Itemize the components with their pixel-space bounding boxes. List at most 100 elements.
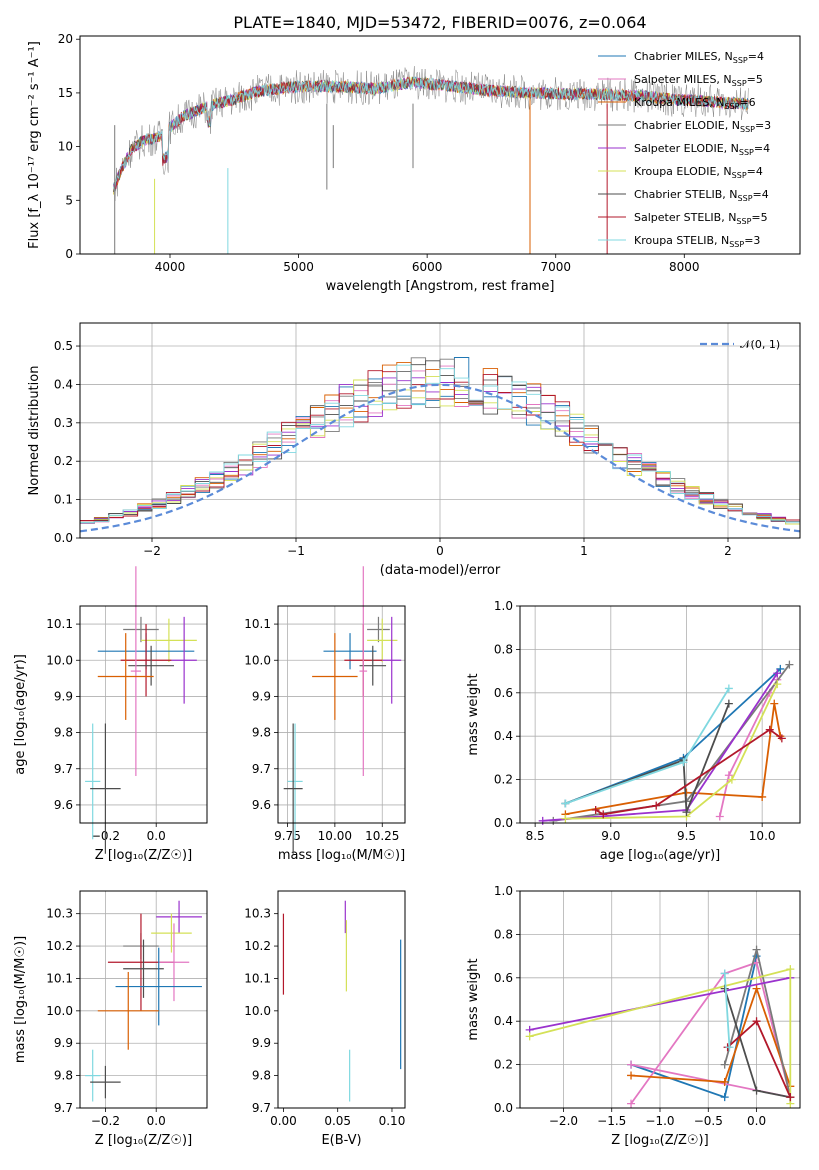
y-tick-label: 0.4 (54, 377, 73, 391)
y-tick-label: 9.7 (54, 762, 73, 776)
weight-marker (786, 965, 795, 974)
y-tick-label: 0.4 (494, 1014, 513, 1028)
normal-reference-curve (80, 383, 800, 533)
weight-marker (561, 799, 570, 808)
spectrum-line-3 (113, 66, 749, 202)
y-tick-label: 9.9 (54, 689, 73, 703)
weight-marker (679, 758, 688, 767)
weight-marker (599, 810, 608, 819)
y-tick-label: 0.3 (54, 416, 73, 430)
x-axis-label: age [log₁₀(age/yr)] (600, 848, 721, 863)
y-tick-label: 10.0 (46, 1004, 73, 1018)
weight-marker (627, 1071, 636, 1080)
weight-marker (715, 812, 724, 821)
y-tick-label: 9.7 (252, 762, 271, 776)
weight-marker (765, 725, 774, 734)
y-tick-label: 9.9 (252, 689, 271, 703)
weight-marker (752, 984, 761, 993)
axes-frame (79, 605, 208, 824)
y-tick-label: 0.0 (494, 1101, 513, 1115)
spectrum-line-8 (113, 76, 749, 191)
y-tick-label: 10.1 (244, 617, 271, 631)
legend-entry-6: Chabrier STELIB, NSSP=4 (634, 188, 769, 203)
y-axis-label: Normed distribution (27, 366, 42, 496)
weight-marker (525, 1032, 534, 1041)
legend-entry-7: Salpeter STELIB, NSSP=5 (634, 211, 768, 226)
weight-line-8 (723, 973, 731, 1048)
y-tick-label: 9.9 (54, 1036, 73, 1050)
residuals-histogram-panel: −2 −1 0 1 2 0.0 0.1 0.2 0.3 0.4 0.5 (data-model)/er… (27, 322, 801, 578)
mass-weight-vs-age-panel: 8.5 9.0 9.5 10.0 0.0 0.2 0.4 0.6 0.8 1.0 age [log₁… (466, 599, 801, 863)
axes-frame (79, 322, 801, 539)
legend-entry-4: Salpeter ELODIE, NSSP=4 (634, 142, 770, 157)
x-tick-label: 9.0 (601, 829, 620, 843)
y-tick-label: 0.1 (54, 493, 73, 507)
y-axis-label: age [log₁₀(age/yr)] (13, 654, 28, 775)
x-tick-label: 0.0 (147, 1114, 166, 1128)
y-tick-label: 10.1 (46, 971, 73, 985)
mass-weight-vs-metallicity-panel: −2.0 −1.5 −1.0 −0.5 0.0 0.0 0.2 0.4 0.6 0.8 1.0 Z [… (466, 884, 801, 1148)
histogram-7 (80, 370, 800, 522)
x-tick-label: −2.0 (549, 1114, 578, 1128)
x-tick-label: 7000 (540, 260, 571, 274)
weight-marker (776, 664, 785, 673)
y-tick-label: 9.8 (54, 1069, 73, 1083)
figure-title: PLATE=1840, MJD=53472, FIBERID=0076, z=0… (233, 13, 646, 32)
histogram-6 (80, 360, 800, 524)
legend-entry-5: Kroupa ELODIE, NSSP=4 (634, 165, 763, 180)
histogram-steps (80, 357, 800, 533)
y-tick-label: 0.0 (54, 531, 73, 545)
y-tick-label: 0.8 (494, 927, 513, 941)
weight-marker (682, 808, 691, 817)
axes-frame (277, 890, 406, 1109)
y-tick-label: 0.8 (494, 642, 513, 656)
y-tick-label: 0.2 (54, 454, 73, 468)
y-tick-label: 0.2 (494, 773, 513, 787)
x-tick-label: 10.0 (749, 829, 776, 843)
weight-marker (724, 684, 733, 693)
x-tick-label: −1 (287, 544, 305, 558)
x-tick-label: 10.00 (318, 829, 352, 843)
legend-entry-2: Kroupa MILES, NSSP=6 (634, 96, 756, 111)
weight-marker (724, 699, 733, 708)
axes-frame (519, 605, 801, 824)
y-tick-label: 10.2 (244, 939, 271, 953)
y-tick-label: 10.0 (244, 653, 271, 667)
weight-marker (591, 805, 600, 814)
y-tick-label: 9.7 (54, 1101, 73, 1115)
y-tick-label: 0.0 (494, 816, 513, 830)
x-tick-label: 1 (580, 544, 588, 558)
axes-frame (79, 890, 208, 1109)
x-axis-label: (data-model)/error (380, 563, 501, 578)
age-vs-metallicity-panel: −0.2 0.09.69.79.89.910.010.1Z [log₁₀(Z/Z☉… (13, 566, 208, 863)
y-tick-label: 0.4 (494, 729, 513, 743)
weight-marker (785, 660, 794, 669)
weight-marker (561, 814, 570, 823)
x-tick-label: 0 (436, 544, 444, 558)
y-tick-label: 10.0 (244, 1004, 271, 1018)
x-tick-label: −0.5 (694, 1114, 723, 1128)
histogram-8 (80, 364, 800, 524)
weight-line-4 (529, 976, 791, 1031)
weight-marker (752, 1017, 761, 1026)
legend-entry-8: Kroupa STELIB, NSSP=3 (634, 234, 760, 249)
x-tick-label: 4000 (155, 260, 186, 274)
x-tick-label: 8.5 (526, 829, 545, 843)
y-tick-label: 0 (65, 247, 73, 261)
x-axis-label: Z [log₁₀(Z/Z☉)] (95, 848, 192, 863)
x-axis-label: mass [log₁₀(M/M☉)] (278, 848, 405, 863)
axes-frame (519, 890, 801, 1109)
x-tick-label: 0.00 (270, 1114, 297, 1128)
y-tick-label: 9.8 (252, 726, 271, 740)
weight-marker (720, 1093, 729, 1102)
weight-marker (725, 1043, 734, 1052)
weight-marker (758, 792, 767, 801)
y-tick-label: 5 (65, 193, 73, 207)
weight-marker (627, 1060, 636, 1069)
y-axis-label: mass [log₁₀(M/M☉)] (13, 936, 28, 1063)
weight-marker (773, 680, 782, 689)
weight-marker (770, 699, 779, 708)
y-tick-label: 0.5 (54, 339, 73, 353)
weight-marker (682, 788, 691, 797)
